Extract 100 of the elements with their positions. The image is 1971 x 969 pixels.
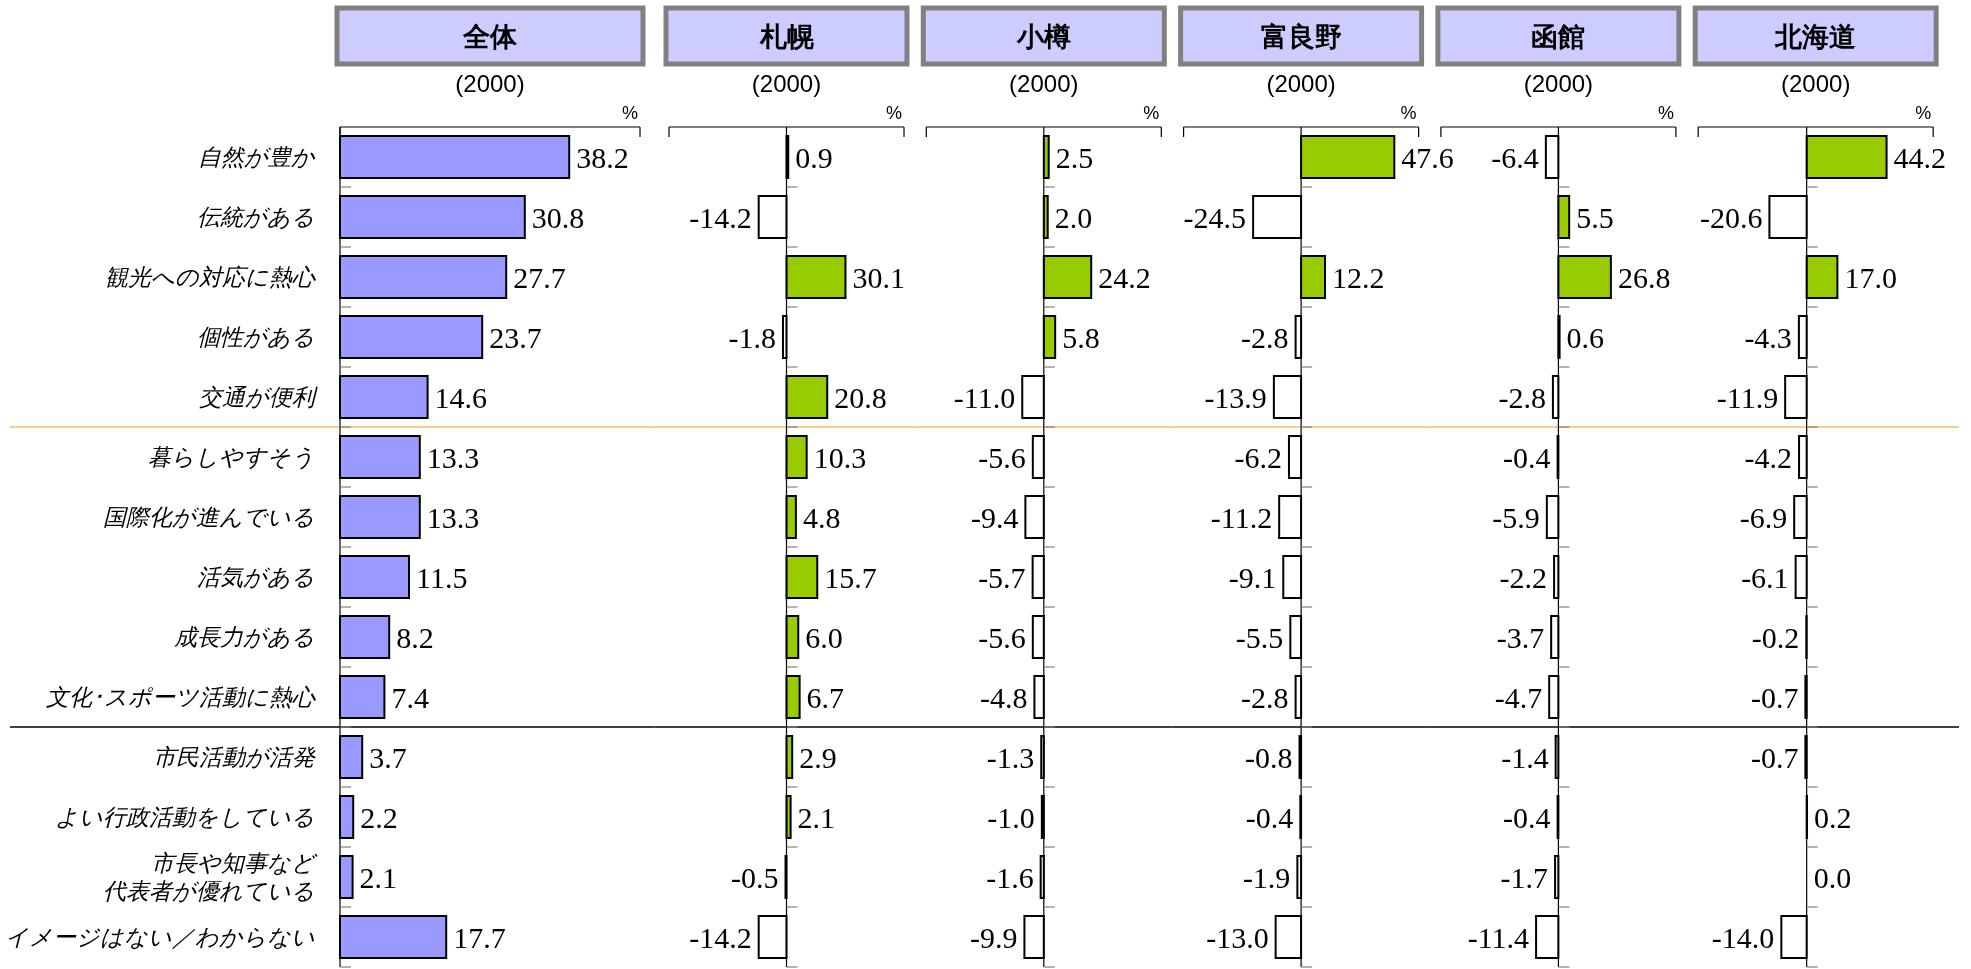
data-label: -1.4: [1501, 740, 1549, 774]
data-label: 24.2: [1098, 260, 1151, 294]
data-label: 38.2: [576, 140, 629, 174]
x-axis-title: %: [621, 103, 638, 123]
data-label: -4.7: [1494, 680, 1543, 714]
data-label: -1.9: [1242, 860, 1291, 894]
data-label: 14.6: [434, 380, 488, 414]
data-label: 23.7: [489, 320, 542, 354]
data-label: 30.1: [852, 260, 905, 294]
chart-subtitle: (2000): [1523, 69, 1594, 97]
data-label: 30.8: [531, 200, 585, 234]
data-label: -9.4: [970, 500, 1019, 534]
data-label: -20.6: [1699, 200, 1763, 234]
data-label: -2.8: [1241, 680, 1289, 714]
data-label: -13.0: [1206, 920, 1269, 954]
data-label: 0.2: [1814, 800, 1852, 834]
data-label: -9.1: [1228, 560, 1277, 594]
data-label: 8.2: [396, 620, 434, 654]
data-label: -4.3: [1744, 320, 1792, 354]
data-label: -11.9: [1716, 380, 1779, 414]
data-label: 5.5: [1576, 200, 1614, 234]
data-label: 44.2: [1893, 140, 1947, 174]
data-label: -6.1: [1741, 560, 1789, 594]
data-label: -0.5: [731, 860, 779, 894]
y-tick-label: 観光への対応に熱心: [105, 264, 317, 290]
y-tick-label: 交通が便利: [199, 384, 318, 410]
y-tick-label: 活気がある: [197, 564, 315, 590]
chart-subtitle: (2000): [1266, 69, 1336, 97]
chart-subtitle: (2000): [1009, 69, 1079, 97]
data-label: -6.2: [1234, 440, 1282, 474]
data-label: -11.4: [1467, 920, 1530, 954]
data-label: 7.4: [391, 680, 429, 714]
data-label: -1.6: [986, 860, 1034, 894]
x-axis-title: %: [1400, 103, 1417, 123]
chart-title: 札幌: [758, 22, 814, 52]
y-tick-label: 暮らしやすそう: [148, 444, 315, 470]
data-label: -0.2: [1751, 620, 1800, 654]
data-label: 15.7: [824, 560, 877, 594]
data-label: -9.9: [969, 920, 1018, 954]
data-label: -13.9: [1204, 380, 1267, 414]
chart-subtitle: (2000): [1781, 69, 1851, 97]
data-label: -2.8: [1498, 380, 1546, 414]
data-label: -3.7: [1496, 620, 1545, 654]
data-label: -14.2: [689, 920, 752, 954]
data-label: -5.5: [1235, 620, 1284, 654]
data-label: 13.3: [426, 500, 480, 534]
data-label: 12.2: [1331, 260, 1385, 294]
data-label: 0.6: [1566, 320, 1605, 354]
chart-title: 富良野: [1260, 22, 1342, 52]
y-tick-label: 文化･スポーツ活動に熱心: [46, 684, 317, 710]
x-axis-title: %: [1143, 103, 1160, 123]
data-label: -5.9: [1492, 500, 1540, 534]
y-tick-label: よい行政活動をしている: [55, 804, 315, 830]
y-tick-label: 国際化が進んでいる: [103, 504, 315, 530]
y-tick-label: 市民活動が活発: [153, 744, 316, 770]
data-label: -14.0: [1711, 920, 1775, 954]
data-label: -6.4: [1491, 140, 1539, 174]
data-label: 5.8: [1062, 320, 1100, 354]
data-label: -2.8: [1241, 320, 1289, 354]
data-label: 2.5: [1055, 140, 1094, 174]
data-label: -11.2: [1210, 500, 1273, 534]
data-label: 27.7: [513, 260, 566, 294]
data-label: -5.6: [978, 620, 1026, 654]
data-label: 4.8: [802, 500, 841, 534]
data-label: 17.7: [453, 920, 506, 954]
x-axis-title: %: [1657, 103, 1674, 123]
data-label: -4.2: [1744, 440, 1793, 474]
data-label: -0.7: [1750, 740, 1799, 774]
data-label: 2.9: [799, 740, 837, 774]
data-label: -0.7: [1750, 680, 1799, 714]
data-label: 0.0: [1813, 860, 1852, 894]
data-label: 17.0: [1844, 260, 1897, 294]
y-tick-label: イメージはない／わからない: [5, 924, 315, 950]
data-label: -4.8: [979, 680, 1028, 714]
x-axis-title: %: [1915, 103, 1932, 123]
data-label: -14.2: [689, 200, 752, 234]
data-label: 13.3: [426, 440, 480, 474]
y-tick-label: 自然が豊か: [198, 144, 316, 170]
data-label: 47.6: [1401, 140, 1454, 174]
data-label: -1.3: [986, 740, 1035, 774]
chart-subtitle: (2000): [751, 69, 822, 97]
y-tick-label: 成長力がある: [174, 624, 315, 650]
y-tick-label: 個性がある: [197, 324, 315, 350]
data-label: -1.8: [728, 320, 776, 354]
chart-subtitle: (2000): [455, 69, 525, 97]
data-label: 2.1: [797, 800, 836, 834]
data-label: -1.7: [1500, 860, 1549, 894]
data-label: 2.0: [1054, 200, 1093, 234]
y-tick-label: 伝統がある: [197, 204, 315, 230]
data-label: 3.7: [369, 740, 407, 774]
chart-title: 全体: [462, 22, 518, 52]
data-label: -0.4: [1503, 440, 1551, 474]
x-axis-title: %: [885, 103, 902, 123]
data-label: -0.4: [1503, 800, 1551, 834]
data-label: 6.7: [806, 680, 845, 714]
data-label: 11.5: [416, 560, 468, 594]
data-label: 0.9: [795, 140, 833, 174]
data-label: 2.2: [360, 800, 398, 834]
data-label: 10.3: [813, 440, 867, 474]
chart-title: 北海道: [1774, 22, 1857, 52]
